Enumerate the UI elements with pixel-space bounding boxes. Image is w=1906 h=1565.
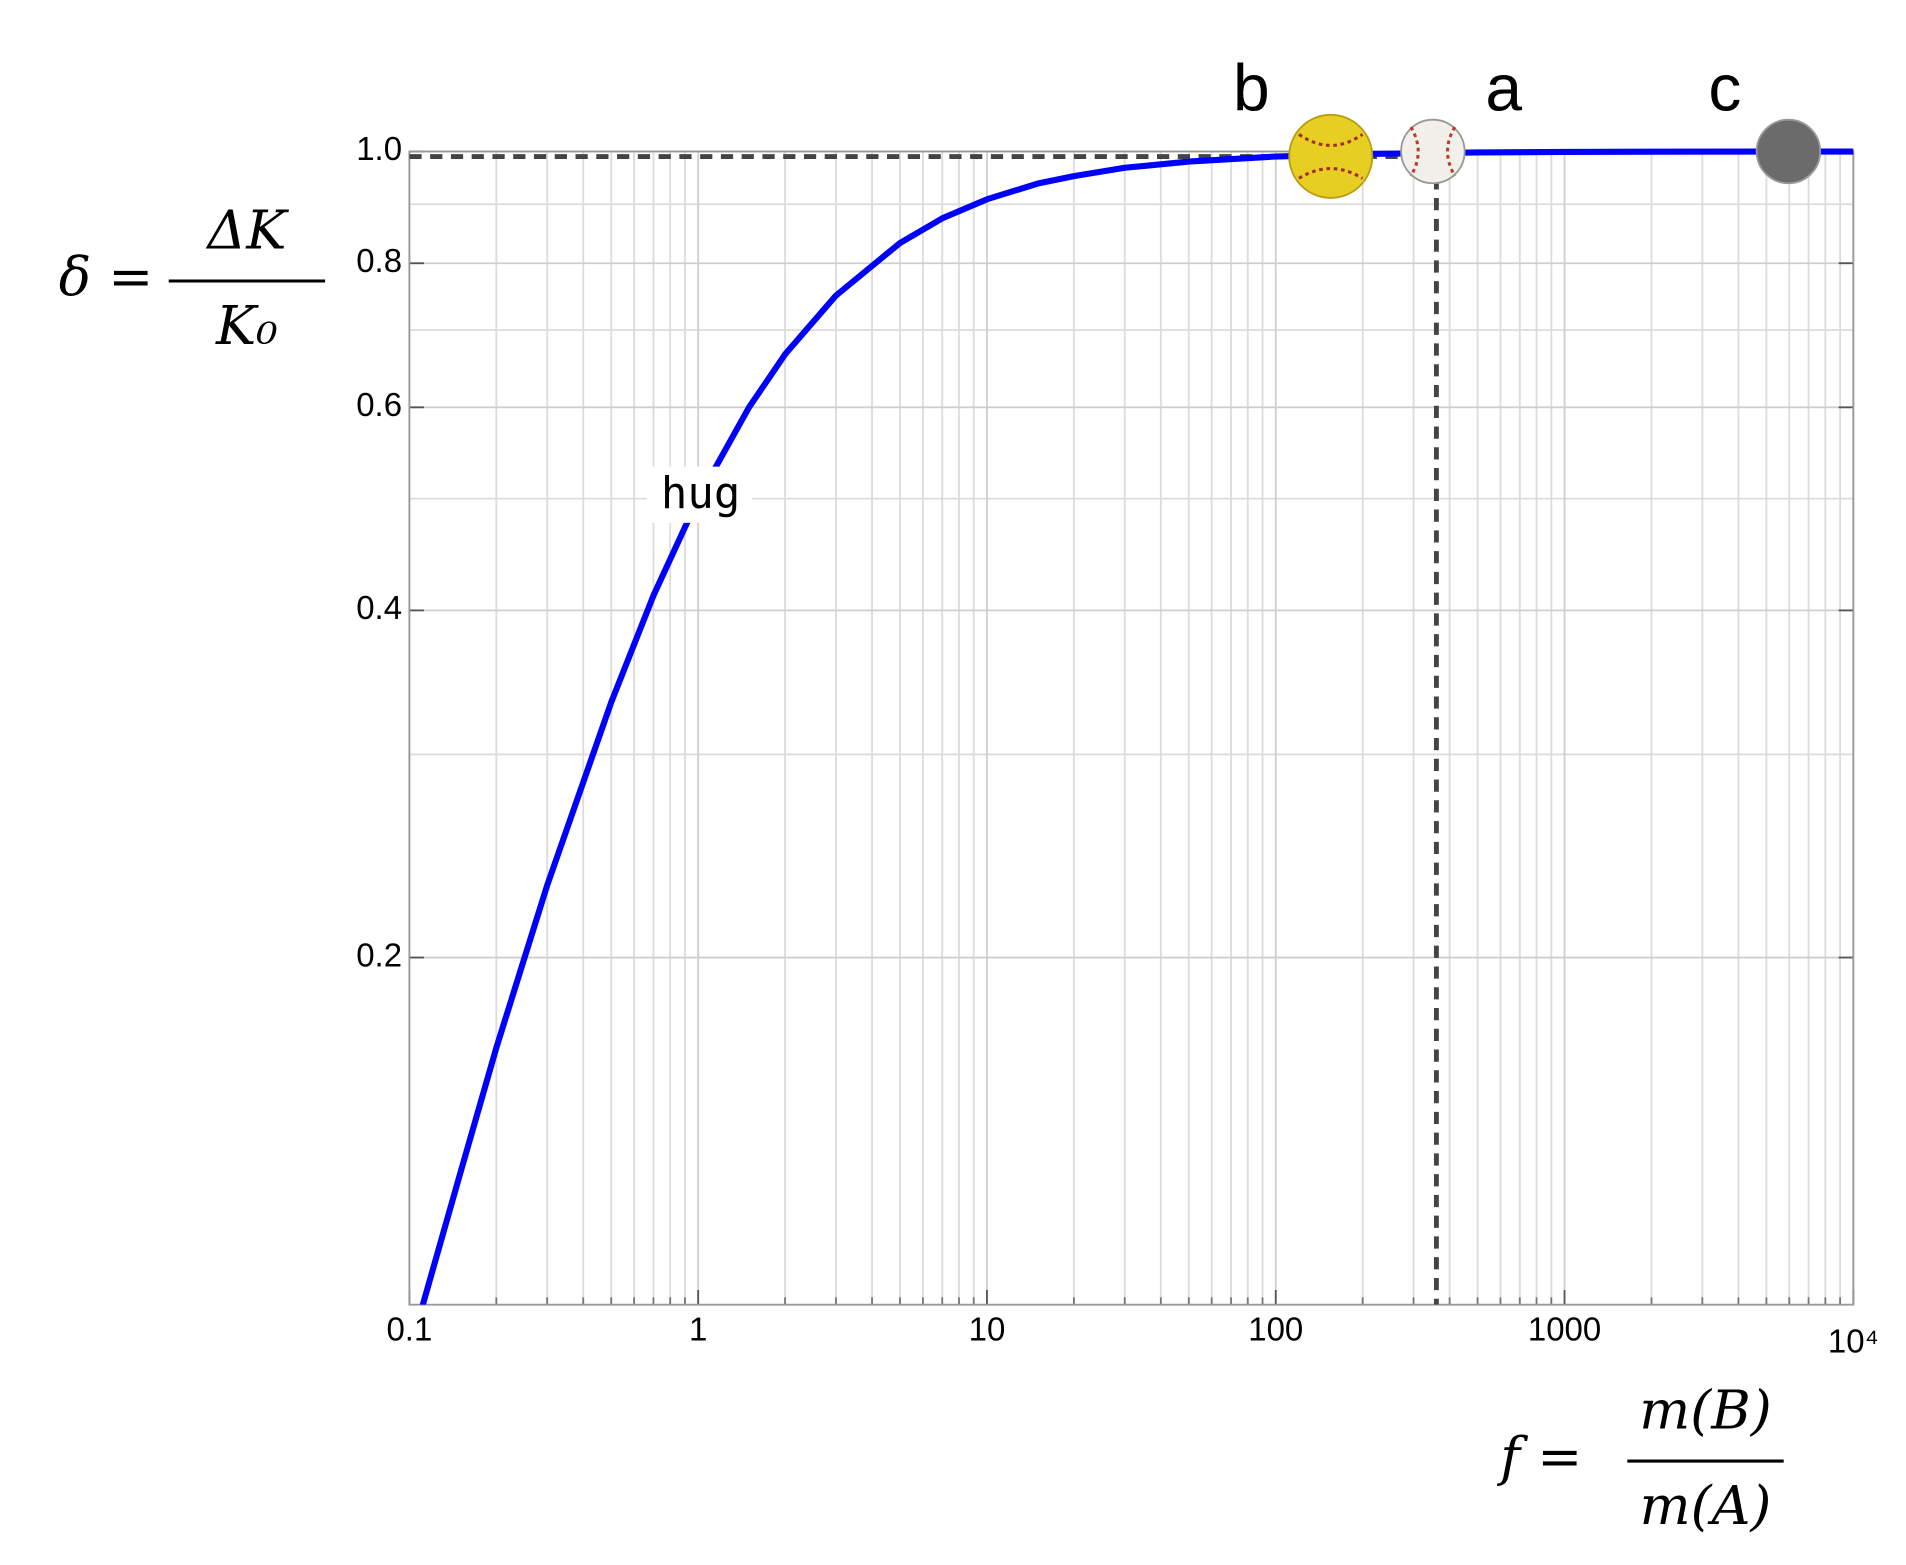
series-label: hug [661, 468, 740, 519]
axis-label-lhs: f = [1496, 1425, 1582, 1488]
label-box [646, 466, 752, 523]
axis-label-lhs: δ = [59, 245, 153, 308]
stitch [1298, 133, 1364, 180]
grid [408, 150, 1855, 1306]
marker [1288, 113, 1374, 199]
x-tick-label: 1000 [1528, 1310, 1601, 1347]
plot-frame [408, 150, 1855, 1306]
axis-label-numerator: ΔK [205, 199, 289, 262]
x-tick-label: 100 [1248, 1310, 1303, 1347]
marker-label: c [1708, 50, 1741, 124]
y-tick-label: 0.6 [356, 386, 402, 423]
x-tick-label: 1 [689, 1310, 707, 1347]
axis-label-numerator: m(B) [1639, 1379, 1771, 1442]
marker-label: a [1485, 50, 1522, 124]
plot-area [409, 148, 1854, 1305]
y-tick-label: 1.0 [356, 130, 402, 167]
axis-label-denominator: K₀ [215, 294, 278, 357]
x-tick-label: 10 [969, 1310, 1006, 1347]
x-tick-label: 0.1 [386, 1310, 432, 1347]
marker [1755, 118, 1822, 185]
marker-label: b [1233, 50, 1270, 124]
y-tick-label: 0.2 [356, 936, 402, 973]
y-tick-label: 0.4 [356, 589, 402, 626]
x-tick-label: 10⁴ [1828, 1322, 1879, 1359]
labels: 0.1 1 10 100 1000 10⁴ 0.2 0.4 0.6 0.8 1.0 hug b a c δ =… [59, 50, 1879, 1537]
axis-label-denominator: m(A) [1640, 1474, 1772, 1537]
line [419, 148, 1854, 1305]
marker [1400, 118, 1466, 185]
y-tick-label: 0.8 [356, 242, 402, 279]
stitch [1409, 126, 1457, 177]
